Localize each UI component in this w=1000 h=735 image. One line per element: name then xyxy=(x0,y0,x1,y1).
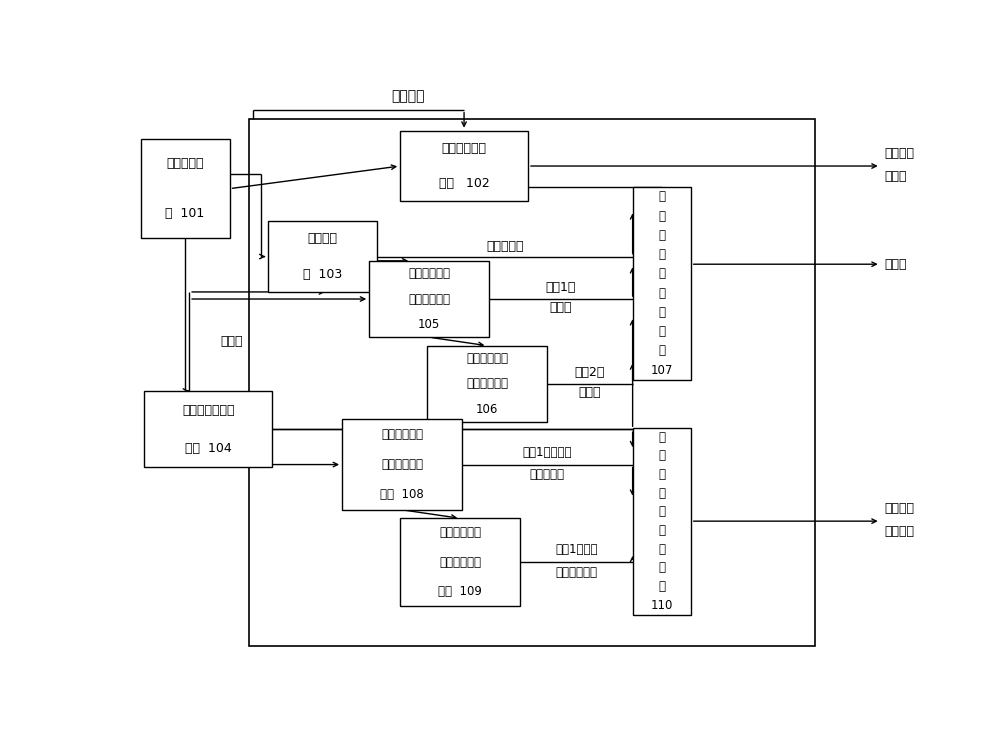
Text: 号缓存寄存器: 号缓存寄存器 xyxy=(439,556,481,569)
Text: 第一级有效信: 第一级有效信 xyxy=(381,428,423,441)
Text: 频率监控判断: 频率监控判断 xyxy=(442,142,487,155)
Text: 读数据有: 读数据有 xyxy=(885,502,914,515)
Text: 元: 元 xyxy=(658,344,665,357)
Text: 延迟1拍: 延迟1拍 xyxy=(546,282,576,294)
Text: 延迟1拍读数: 延迟1拍读数 xyxy=(555,543,598,556)
Text: 有效指示位: 有效指示位 xyxy=(530,468,565,481)
Text: 第二级数据缓: 第二级数据缓 xyxy=(466,352,508,365)
Text: 一: 一 xyxy=(658,209,665,223)
Bar xyxy=(369,261,489,337)
Text: 读控制器单元存: 读控制器单元存 xyxy=(182,404,235,417)
Text: 效指示位: 效指示位 xyxy=(885,525,914,538)
Text: 路: 路 xyxy=(658,487,665,500)
Text: 器: 器 xyxy=(658,542,665,556)
Text: 单: 单 xyxy=(658,325,665,338)
Text: 选: 选 xyxy=(658,268,665,280)
Text: 器: 器 xyxy=(658,306,665,319)
Text: 105: 105 xyxy=(418,318,440,331)
Text: 存寄存器单元: 存寄存器单元 xyxy=(466,377,508,390)
Bar xyxy=(249,119,815,645)
Text: 低频时钟: 低频时钟 xyxy=(391,90,425,104)
Text: 一: 一 xyxy=(658,449,665,462)
Text: 第: 第 xyxy=(658,190,665,204)
Text: 单拍读数: 单拍读数 xyxy=(885,147,914,160)
Text: 原始读数据: 原始读数据 xyxy=(486,240,524,253)
Bar xyxy=(268,221,377,292)
Text: 第二级有效信: 第二级有效信 xyxy=(439,526,481,539)
Text: 读命令: 读命令 xyxy=(220,335,243,348)
Text: 单: 单 xyxy=(658,562,665,574)
Bar xyxy=(400,131,528,201)
Text: 存寄存器单元: 存寄存器单元 xyxy=(408,293,450,306)
Text: 单元  109: 单元 109 xyxy=(438,585,482,598)
Text: 择: 择 xyxy=(658,524,665,537)
Bar xyxy=(633,187,691,380)
Text: 路: 路 xyxy=(658,248,665,261)
Text: 110: 110 xyxy=(650,599,673,612)
Text: 元  101: 元 101 xyxy=(165,207,205,220)
Text: 第一级数据缓: 第一级数据缓 xyxy=(408,267,450,280)
Text: 读数据: 读数据 xyxy=(550,301,572,314)
Text: 106: 106 xyxy=(476,403,498,416)
Bar xyxy=(342,419,462,510)
Text: 择: 择 xyxy=(658,287,665,300)
Text: 延迟1拍读数据: 延迟1拍读数据 xyxy=(523,445,572,459)
Bar xyxy=(400,518,520,606)
Text: 延迟2拍: 延迟2拍 xyxy=(575,366,605,379)
Bar xyxy=(427,345,547,422)
Text: 指示位: 指示位 xyxy=(885,170,907,183)
Text: 单元  108: 单元 108 xyxy=(380,488,424,501)
Bar xyxy=(633,428,691,614)
Text: 通: 通 xyxy=(658,229,665,242)
Text: 号缓存寄存器: 号缓存寄存器 xyxy=(381,458,423,471)
Text: 读数据: 读数据 xyxy=(579,386,601,399)
Text: 通: 通 xyxy=(658,468,665,481)
Text: 元: 元 xyxy=(658,580,665,593)
Text: 据有效指示位: 据有效指示位 xyxy=(555,566,597,579)
Text: 第: 第 xyxy=(658,431,665,444)
Text: 选: 选 xyxy=(658,506,665,518)
Bar xyxy=(140,139,230,238)
Text: 读数据: 读数据 xyxy=(885,258,907,270)
Text: 储器  104: 储器 104 xyxy=(185,442,232,455)
Text: 存储器单: 存储器单 xyxy=(308,232,338,245)
Text: 107: 107 xyxy=(650,364,673,376)
Text: 时钟产生单: 时钟产生单 xyxy=(166,157,204,171)
Text: 元  103: 元 103 xyxy=(303,268,342,281)
Text: 单元   102: 单元 102 xyxy=(439,177,489,190)
Bar xyxy=(144,391,272,467)
